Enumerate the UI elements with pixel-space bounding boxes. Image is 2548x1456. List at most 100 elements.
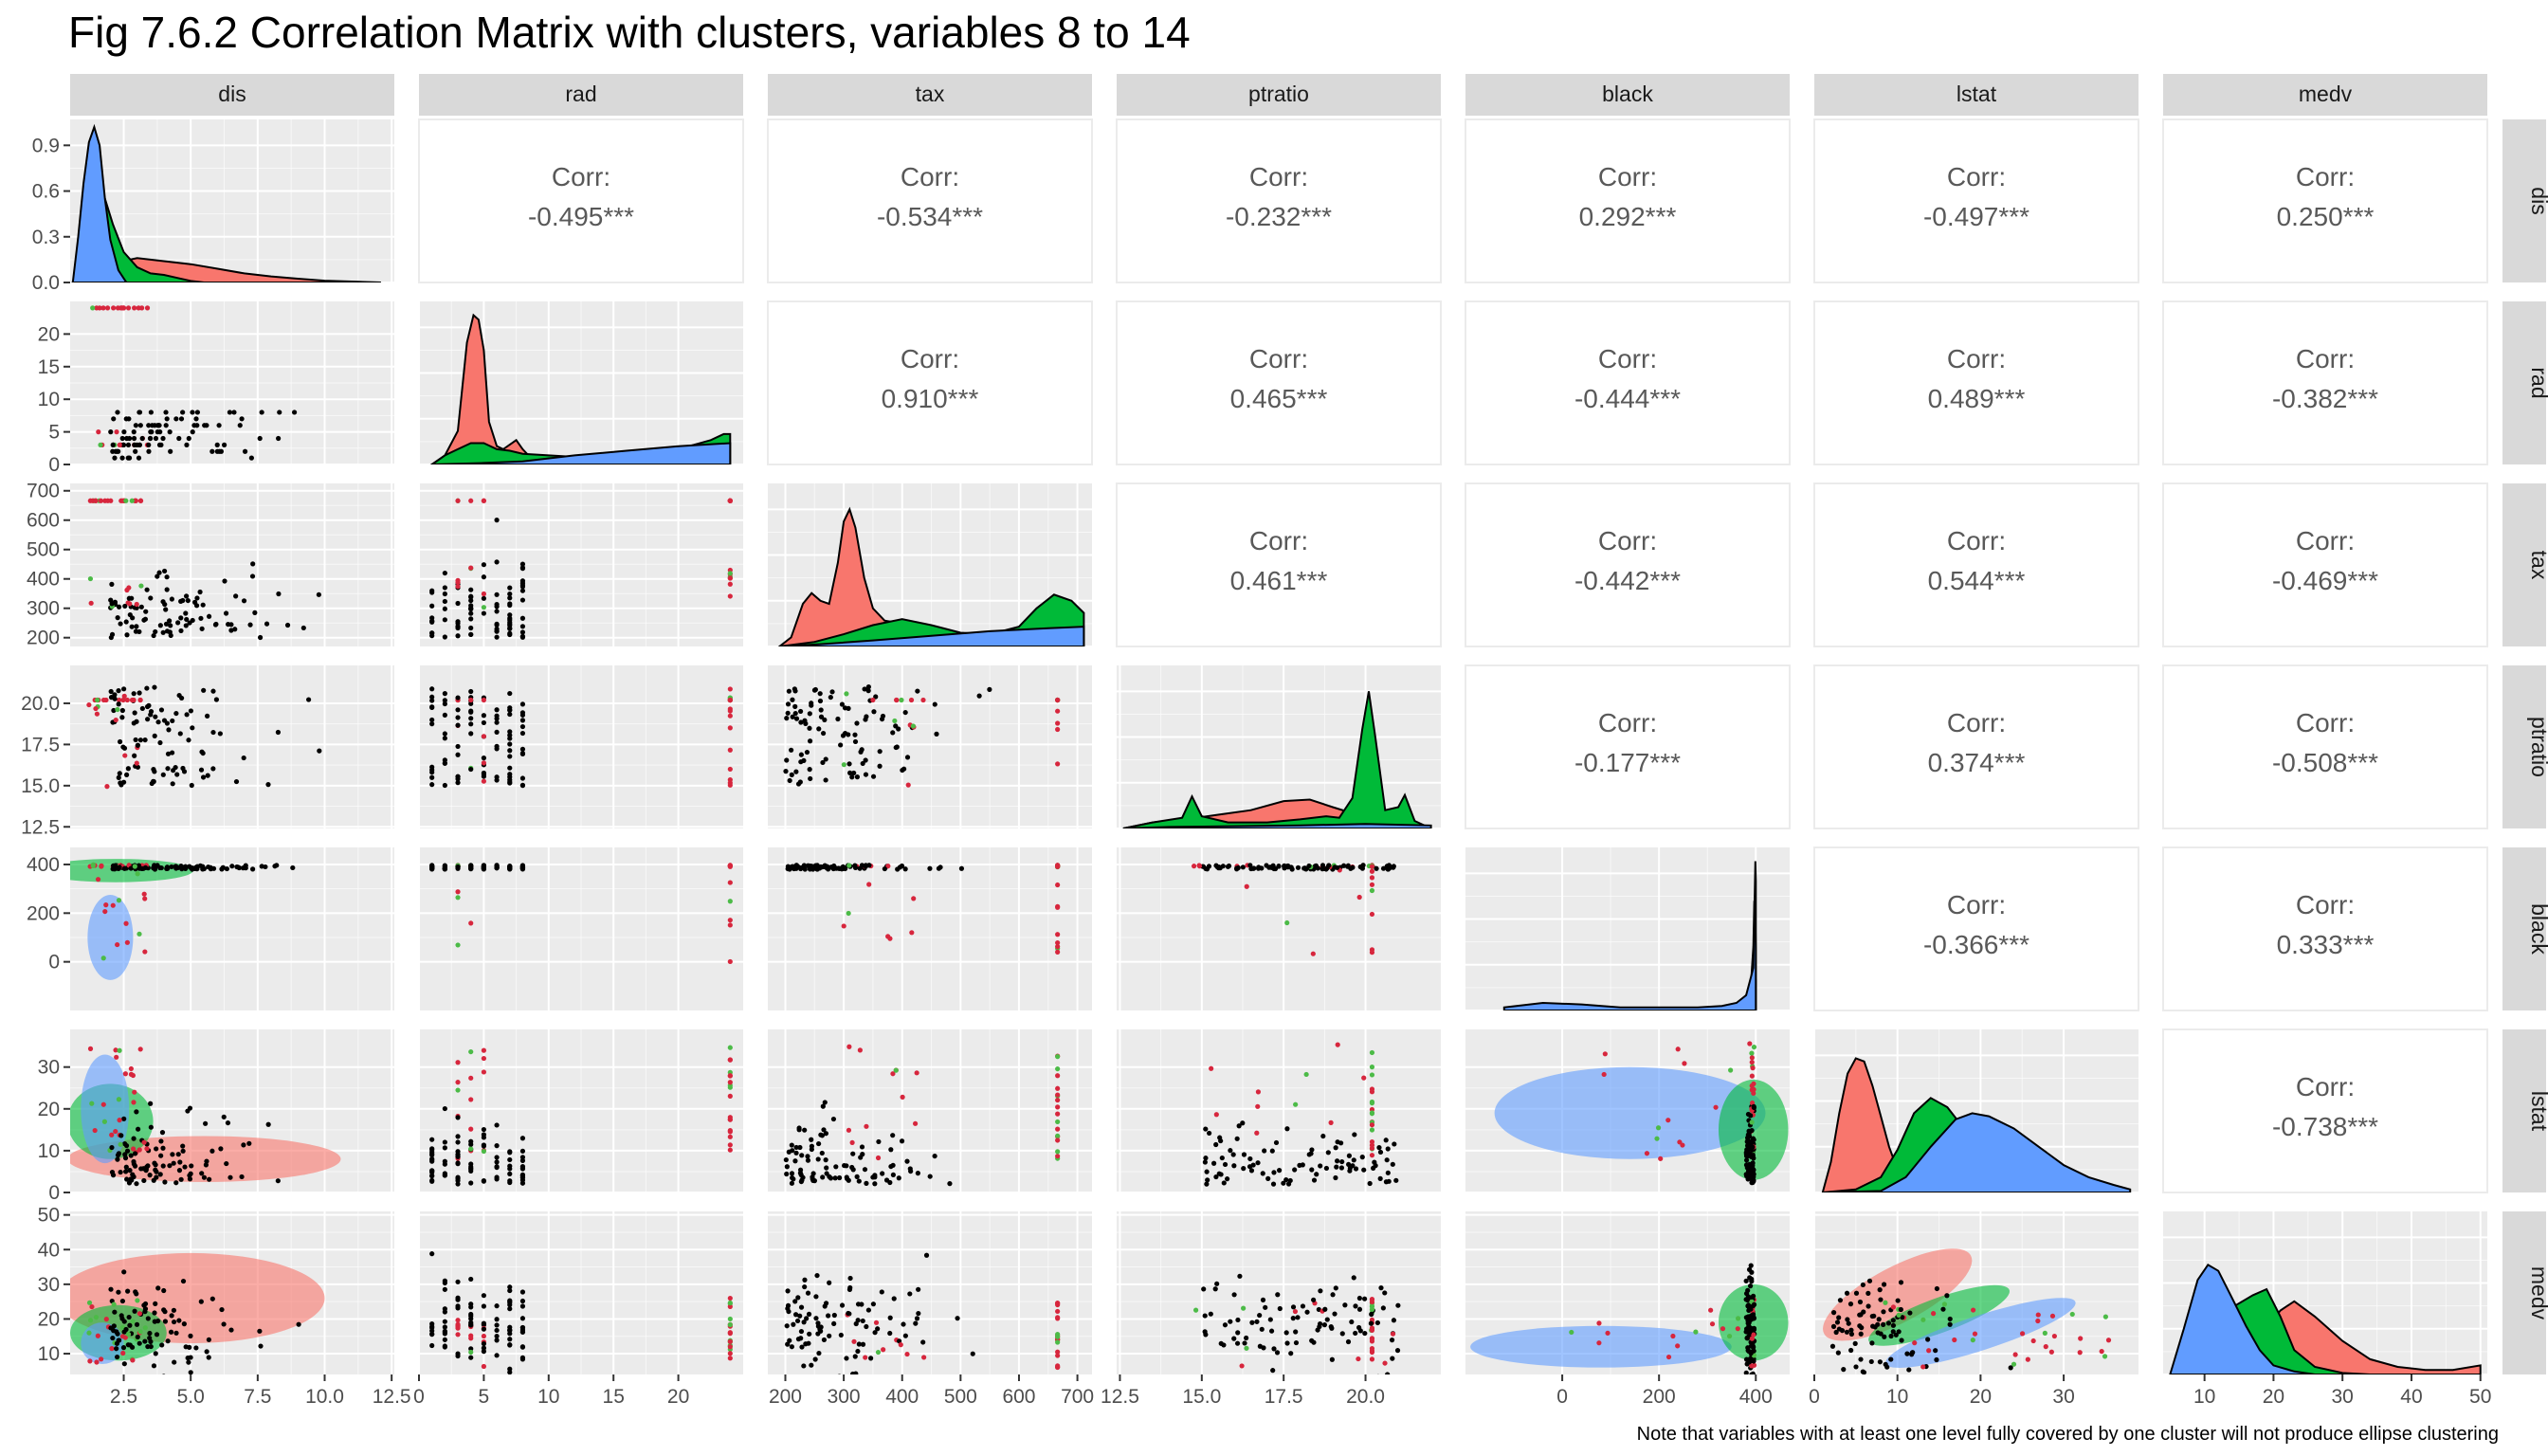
point — [507, 748, 513, 754]
point — [137, 1046, 143, 1052]
point — [224, 1160, 229, 1167]
point — [155, 423, 160, 428]
point — [1369, 1356, 1375, 1362]
point — [102, 908, 108, 915]
point — [481, 605, 486, 610]
point — [1852, 1340, 1858, 1346]
corr-label-rad-ptratio: Corr: — [1249, 344, 1308, 373]
point — [2102, 1314, 2108, 1320]
point — [87, 498, 93, 503]
point — [1601, 1071, 1607, 1078]
point — [1271, 1346, 1277, 1352]
point — [258, 1343, 264, 1349]
point — [1385, 1170, 1391, 1175]
point — [160, 1163, 166, 1169]
point — [216, 423, 222, 428]
point — [817, 691, 823, 697]
point — [727, 697, 733, 703]
point — [805, 1157, 811, 1163]
point — [468, 731, 474, 737]
point — [183, 1344, 189, 1350]
point — [859, 1144, 865, 1150]
point — [468, 697, 474, 703]
point — [844, 1163, 849, 1169]
point — [455, 780, 461, 786]
point — [1329, 1356, 1335, 1362]
point — [1208, 1311, 1213, 1317]
point — [155, 719, 161, 725]
point — [1682, 1061, 1687, 1066]
point — [442, 712, 447, 718]
point — [2011, 1361, 2017, 1367]
point — [507, 1179, 513, 1186]
x-tick-label-ptratio: 15.0 — [1182, 1386, 1221, 1408]
point — [1320, 866, 1325, 872]
point — [210, 729, 216, 736]
point — [1218, 1340, 1224, 1346]
point — [455, 1115, 461, 1120]
point — [135, 871, 140, 877]
point — [168, 448, 173, 454]
y-tick-label-black: 400 — [27, 854, 60, 876]
point — [131, 1146, 136, 1152]
point — [789, 747, 794, 753]
point — [1369, 1122, 1375, 1128]
point — [1890, 1322, 1897, 1328]
x-tick-label-rad: 5 — [479, 1386, 490, 1408]
point — [275, 1178, 281, 1184]
point — [481, 1132, 486, 1138]
point — [507, 741, 513, 747]
point — [1204, 1181, 1210, 1187]
corr-label-black-medv: Corr: — [2296, 890, 2355, 919]
point — [125, 766, 131, 772]
column-strip-tax — [768, 74, 1092, 116]
point — [1748, 1306, 1754, 1312]
point — [507, 615, 513, 621]
point — [892, 718, 898, 724]
point — [1750, 1137, 1756, 1142]
point — [851, 1338, 857, 1344]
point — [145, 717, 151, 722]
corr-value-ptratio-black: -0.177*** — [1574, 748, 1681, 777]
point — [1325, 1150, 1331, 1156]
point — [1380, 865, 1387, 871]
point — [481, 734, 486, 739]
point — [121, 1116, 127, 1121]
point — [1881, 1309, 1886, 1315]
point — [156, 442, 163, 447]
point — [1369, 887, 1375, 894]
point — [792, 710, 798, 717]
point — [890, 730, 896, 736]
point — [455, 1351, 461, 1356]
point — [429, 1168, 435, 1174]
point — [112, 1309, 118, 1315]
point — [442, 1329, 447, 1336]
point — [494, 559, 500, 565]
panel-ptratio-tax — [768, 665, 1092, 828]
point — [820, 1174, 826, 1180]
point — [468, 587, 474, 592]
point — [519, 1298, 526, 1304]
point — [116, 701, 121, 707]
point — [823, 1157, 828, 1163]
point — [142, 864, 149, 870]
point — [1876, 1317, 1882, 1322]
point — [1248, 1168, 1255, 1174]
panel-black-medv: Corr:0.333*** — [2162, 846, 2488, 1011]
point — [727, 1115, 733, 1120]
point — [99, 1356, 104, 1362]
point — [1844, 1329, 1850, 1335]
point — [455, 633, 461, 639]
point — [1749, 1055, 1755, 1061]
x-tick-label-black: 0 — [1556, 1386, 1568, 1408]
point — [1314, 1172, 1320, 1177]
point — [204, 1158, 209, 1164]
point — [481, 719, 486, 726]
point — [290, 864, 296, 871]
point — [820, 1103, 826, 1109]
panel-dis-rad: Corr:-0.495*** — [418, 118, 744, 283]
x-tick-label-ptratio: 12.5 — [1101, 1386, 1139, 1408]
panel-ptratio-rad — [418, 665, 743, 828]
point — [272, 864, 278, 869]
point — [468, 865, 474, 872]
